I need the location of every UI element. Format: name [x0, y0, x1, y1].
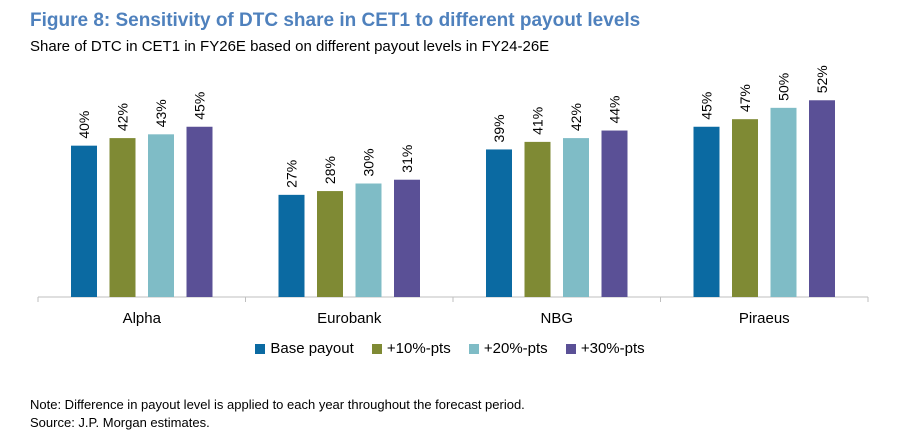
- data-label: 27%: [284, 160, 300, 188]
- legend-item-plus-30: +30%-pts: [565, 340, 645, 357]
- data-label: 39%: [491, 114, 507, 142]
- bar: [355, 183, 382, 297]
- legend-swatch: [255, 343, 266, 354]
- data-label: 40%: [76, 111, 92, 139]
- chart-legend: Base payout +10%-pts +20%-pts +30%-pts: [0, 340, 900, 358]
- x-tick-label: Piraeus: [739, 310, 790, 327]
- data-label: 44%: [607, 96, 623, 124]
- data-label: 47%: [737, 84, 753, 112]
- data-label: 42%: [568, 103, 584, 131]
- bar: [601, 130, 628, 297]
- figure-title: Figure 8: Sensitivity of DTC share in CE…: [30, 10, 641, 31]
- bar: [71, 145, 97, 297]
- bar: [486, 149, 512, 297]
- x-tick-label: Eurobank: [317, 310, 382, 327]
- bar: [317, 191, 343, 297]
- legend-label: Base payout: [270, 340, 354, 357]
- bar: [109, 138, 136, 297]
- figure-notes: Note: Difference in payout level is appl…: [30, 396, 525, 432]
- legend-swatch: [371, 343, 382, 354]
- legend-item-plus-20: +20%-pts: [468, 340, 548, 357]
- data-label: 52%: [814, 65, 830, 93]
- legend-label: +20%-pts: [483, 340, 548, 357]
- bar: [563, 138, 589, 297]
- legend-label: +30%-pts: [580, 340, 645, 357]
- bar: [278, 194, 305, 297]
- data-label: 28%: [322, 156, 338, 184]
- legend-item-plus-10: +10%-pts: [371, 340, 451, 357]
- x-tick-label: NBG: [540, 310, 573, 327]
- data-label: 43%: [153, 99, 169, 127]
- bar: [524, 141, 551, 297]
- data-label: 42%: [115, 103, 131, 131]
- data-label: 31%: [399, 145, 415, 173]
- legend-swatch: [468, 343, 479, 354]
- bar: [732, 119, 758, 297]
- data-label: 50%: [776, 73, 792, 101]
- figure-subtitle: Share of DTC in CET1 in FY26E based on d…: [30, 38, 550, 55]
- data-label: 30%: [361, 148, 377, 176]
- legend-item-base-payout: Base payout: [255, 340, 354, 357]
- bar: [148, 134, 174, 297]
- data-label: 45%: [699, 92, 715, 120]
- legend-label: +10%-pts: [386, 340, 451, 357]
- note-text: Note: Difference in payout level is appl…: [30, 397, 525, 412]
- bar: [186, 126, 213, 297]
- source-text: Source: J.P. Morgan estimates.: [30, 415, 210, 430]
- legend-swatch: [565, 343, 576, 354]
- bar: [693, 126, 720, 297]
- bar: [394, 179, 420, 297]
- bar-chart: 40% 42% 43% 45% Alpha 27% 28% 30% 31% Eurobank 39%…: [37, 65, 869, 327]
- data-label: 45%: [192, 92, 208, 120]
- data-label: 41%: [530, 107, 546, 135]
- x-tick-label: Alpha: [123, 310, 162, 327]
- bar: [770, 107, 797, 297]
- bar: [809, 100, 835, 298]
